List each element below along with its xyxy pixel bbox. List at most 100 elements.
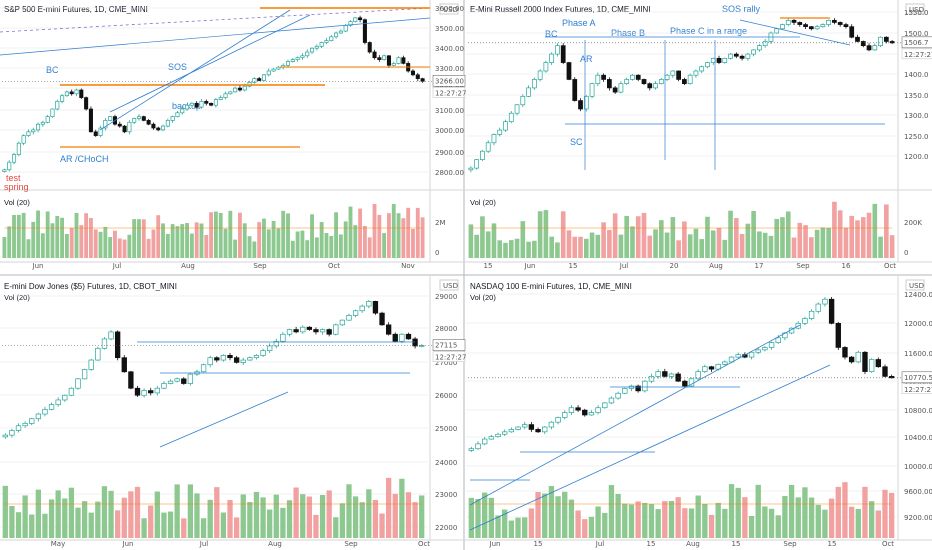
candle-body: [820, 24, 826, 28]
volume-bar: [214, 487, 220, 538]
volume-bar: [589, 232, 595, 258]
candle-body: [117, 123, 122, 127]
candle-body: [141, 390, 147, 396]
candle-body: [367, 42, 372, 53]
candle-body: [775, 337, 781, 343]
volume-bar: [273, 494, 279, 538]
countdown-badge: [901, 383, 932, 395]
volume-bar: [508, 240, 514, 258]
candle-body: [136, 116, 142, 119]
volume-bar: [702, 503, 708, 538]
candle-body: [21, 135, 26, 144]
volume-bar: [658, 220, 664, 258]
volume-bar: [791, 237, 797, 258]
volume-bar: [420, 217, 425, 258]
annotation-sos-rally: SOS rally: [722, 4, 761, 14]
volume-bar: [181, 518, 187, 538]
candle-body: [791, 19, 797, 23]
volume-bar: [55, 490, 61, 538]
x-tick-label: Aug: [268, 540, 282, 548]
candle-body: [468, 167, 474, 171]
candle-body: [385, 324, 392, 335]
candle-body: [399, 333, 405, 342]
candle-body: [121, 357, 127, 373]
candle-body: [502, 431, 508, 435]
candle-body: [372, 51, 377, 59]
candle-body: [154, 387, 160, 394]
channel-line: [469, 324, 801, 506]
volume-bar: [242, 223, 247, 258]
volume-bar: [782, 496, 788, 538]
volume-bar: [872, 203, 878, 258]
candle-body: [247, 357, 253, 361]
chart-pane-russell2000[interactable]: E-Mini Russell 2000 Index Futures, 1D, C…: [464, 0, 932, 263]
candle-body: [822, 298, 828, 305]
volume-bar: [497, 240, 503, 258]
candle-body: [260, 350, 266, 356]
candle-body: [855, 36, 860, 42]
candle-body: [382, 55, 387, 60]
volume-bar: [319, 495, 326, 538]
volume-bar: [728, 210, 733, 258]
y-tick-label: 1350.0: [904, 92, 929, 100]
candle-body: [213, 99, 218, 106]
volume-bar: [293, 487, 299, 538]
chart-pane-dow[interactable]: E-mini Dow Jones ($5) Futures, 1D, CBOT_…: [0, 276, 464, 541]
currency-label: USD: [909, 282, 924, 290]
candle-body: [218, 97, 223, 100]
candle-body: [682, 79, 687, 85]
candle-body: [635, 74, 641, 80]
candle-body: [209, 102, 214, 106]
candle-body: [313, 329, 319, 333]
volume-bar: [745, 223, 751, 258]
candle-body: [261, 74, 267, 81]
volume-bar: [313, 514, 319, 538]
x-tick-label: 15: [569, 262, 578, 270]
volume-bar: [535, 491, 541, 538]
candle-body: [156, 127, 161, 131]
volume-bar: [2, 485, 8, 538]
countdown-badge: [432, 87, 466, 98]
volume-bar: [528, 508, 535, 538]
candle-body: [733, 53, 739, 57]
volume-label: Vol (20): [470, 293, 496, 302]
last-price-badge: [432, 75, 466, 87]
volume-bar: [233, 239, 238, 258]
annotation-ar: AR: [580, 54, 593, 64]
candle-body: [2, 169, 7, 172]
volume-bar: [137, 219, 141, 258]
candle-body: [832, 19, 837, 23]
candle-body: [48, 404, 55, 410]
volume-bar: [803, 225, 808, 258]
volume-bar: [339, 503, 346, 538]
currency-label: USD: [909, 6, 924, 14]
x-tick-label: Sep: [253, 262, 267, 270]
candle-body: [200, 364, 207, 373]
candle-body: [358, 17, 363, 21]
candle-body: [379, 312, 385, 326]
candle-body: [843, 24, 849, 28]
candle-body: [757, 45, 762, 51]
volume-bar: [132, 219, 137, 258]
candle-body: [642, 380, 648, 392]
volume-bar: [367, 237, 372, 258]
volume-bar: [849, 215, 855, 258]
volume-bar: [9, 506, 15, 538]
volume-bar: [266, 229, 271, 258]
volume-bar: [815, 504, 821, 538]
candle-body: [835, 322, 841, 348]
candle-body: [531, 79, 537, 89]
candle-body: [16, 142, 21, 155]
volume-bar: [543, 210, 549, 258]
candle-body: [220, 355, 227, 361]
volume-bar: [108, 237, 113, 258]
x-tick-label: Jun: [122, 540, 134, 548]
volume-bar: [555, 496, 561, 538]
volume-bar: [103, 226, 108, 258]
candle-body: [35, 413, 42, 420]
chart-pane-nasdaq100[interactable]: NASDAQ 100 E-mini Futures, 1D, CME_MINI …: [464, 276, 932, 541]
candle-body: [276, 66, 281, 70]
candle-body: [134, 387, 141, 396]
candle-body: [174, 378, 180, 382]
candle-body: [641, 79, 647, 85]
